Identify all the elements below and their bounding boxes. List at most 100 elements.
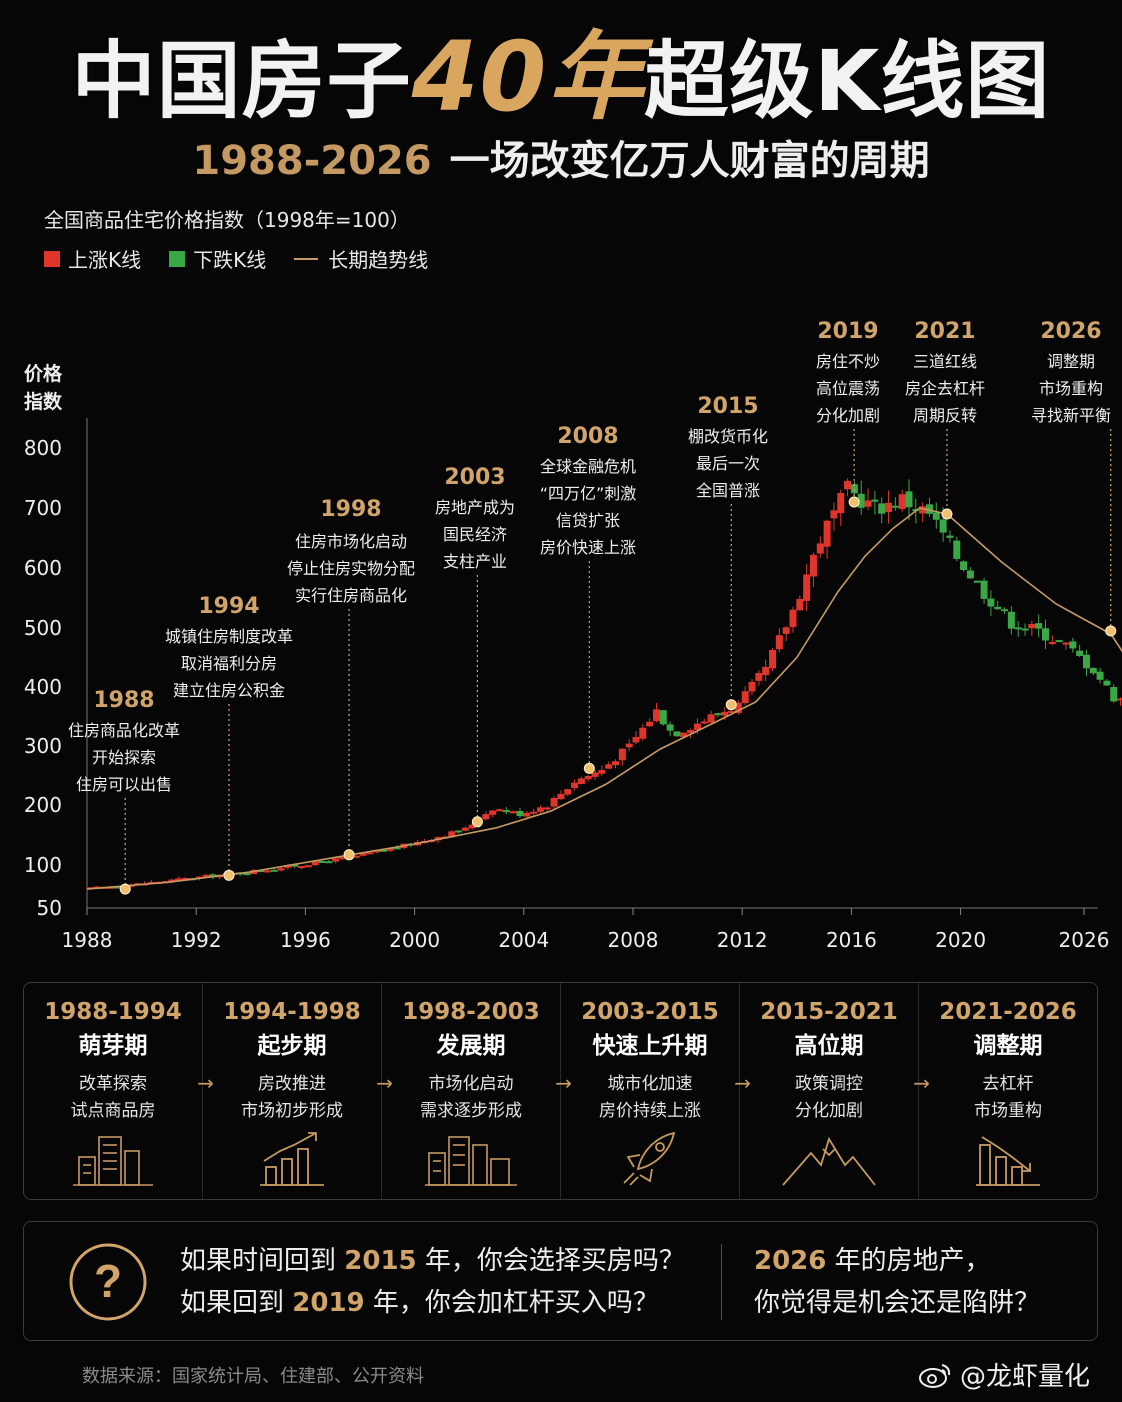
event-text: 住房市场化启动 [295,532,407,551]
candle-down [673,731,681,737]
candle-down [973,580,981,583]
growth-chart-icon [260,1132,324,1186]
candle-up [598,770,606,774]
candle-down [1007,611,1015,629]
candle-down [209,874,217,878]
phase-desc-line: 房价持续上涨 [599,1101,701,1121]
legend: 上涨K线 下跌K线 长期趋势线 [44,244,456,273]
subtitle-text: 一场改变亿万人财富的周期 [449,138,930,184]
candle-down [1042,628,1049,641]
q-text: 年的房地产， [826,1246,991,1276]
question-line-1: 如果时间回到 2015 年，你会选择买房吗？ [180,1240,685,1282]
candle-up [543,807,551,810]
question-left: 如果时间回到 2015 年，你会选择买房吗？ 如果回到 2019 年，你会加杠杆… [180,1240,685,1324]
x-tick-label: 1996 [280,928,331,952]
event-dot [583,762,595,774]
phase-desc-line: 改革探索 [79,1074,147,1094]
question-line-4: 你觉得是机会还是陷阱？ [754,1288,1041,1318]
candle-up [816,543,824,554]
candle-down [878,503,886,514]
x-tick-label: 1992 [171,928,222,952]
y-tick-label: 500 [24,616,62,640]
y-tick-label: 800 [24,436,62,460]
q-text: 如果时间回到 [180,1246,345,1276]
event-dot [725,699,737,711]
event-year: 2019 [817,319,878,344]
candle-down [987,598,995,607]
candle-down [1001,609,1009,612]
event-text: 取消福利分房 [181,654,277,673]
event-text: 全球金融危机 [540,457,636,476]
phase-desc-line: 试点商品房 [70,1101,156,1121]
phase-desc-line: 需求逐步形成 [420,1101,522,1121]
candle-up [311,861,319,866]
event-text: 高位震荡 [816,379,880,398]
event-text: 房住不炒 [816,352,880,371]
phase-6: 2021-2026 调整期 去杠杆 市场重构 [918,983,1097,1199]
candle-up [577,778,585,784]
phase-1: 1988-1994 萌芽期 改革探索试点商品房 → [24,983,214,1199]
candle-down [113,886,121,889]
candle-down [850,484,858,494]
x-tick-label: 2020 [935,928,986,952]
main-title: 中国房子40年超级K线图 [0,22,1122,136]
candle-down [871,499,879,502]
data-source: 数据来源：国家统计局、住建部、公开资料 [82,1366,424,1387]
event-dot [471,816,483,828]
legend-up: 上涨K线 [44,244,141,273]
y-tick-label: 600 [24,556,62,580]
candle-down [994,606,1002,610]
candle-up [748,681,756,692]
event-year: 1988 [93,688,154,713]
event-text: 房地产成为 [435,498,515,517]
phase-desc-line: 市场重构 [974,1101,1042,1121]
candle-up [1028,623,1036,629]
candle-down [939,519,947,533]
up-swatch [44,250,60,267]
phase-desc: 城市化加速 房价持续上涨 [561,1071,739,1125]
candle-up [830,510,838,519]
event-text: 停止住房实物分配 [287,559,415,578]
event-text: 支柱产业 [443,552,507,571]
candle-down [659,710,667,725]
question-line-2: 如果回到 2019 年，你会加杠杆买入吗？ [180,1282,685,1324]
city-icon [425,1136,517,1186]
q-text: 年，你会选择买房吗？ [416,1246,685,1276]
phase-years: 1988-1994 [44,999,182,1025]
arrow-icon: → [913,1071,930,1095]
phase-desc-line: 市场化启动 [428,1074,514,1094]
x-tick-label: 2004 [498,928,549,952]
arrow-icon: → [197,1071,214,1095]
event-text: 房企去杠杆 [905,379,985,398]
arrow-icon: → [376,1071,393,1095]
y-tick-label: 200 [24,793,62,817]
candle-up [509,811,517,814]
y-tick-label: 100 [24,853,62,877]
candle-up [782,627,790,634]
event-text: 三道红线 [913,352,977,371]
q-text: 年，你会加杠杆买入吗？ [364,1288,659,1318]
event-dot [343,849,355,861]
event-dot [848,496,860,508]
y-tick-label: 700 [24,496,62,520]
candle-up [168,879,176,882]
candle-up [632,736,640,743]
buildings-icon [73,1136,153,1186]
candle-down [1021,628,1029,631]
event-text: 棚改货币化 [688,427,768,446]
candle-down [502,810,510,813]
y-tick-label: 50 [37,896,62,920]
phase-years: 2003-2015 [581,999,719,1025]
event-text: 住房商品化改革 [68,721,180,740]
title-highlight: 40年 [411,21,645,133]
candle-down [946,535,954,538]
phase-years: 2015-2021 [760,999,898,1025]
question-line-3: 2026 年的房地产， [754,1240,1040,1282]
phase-desc-line: 房改推进 [258,1074,326,1094]
arrow-icon: → [555,1071,572,1095]
candle-up [652,709,660,722]
subtitle-years: 1988-2026 [192,138,432,184]
question-mark-icon: ? [69,1243,147,1321]
phase-name: 萌芽期 [78,1033,148,1059]
decline-chart-icon [976,1136,1040,1186]
